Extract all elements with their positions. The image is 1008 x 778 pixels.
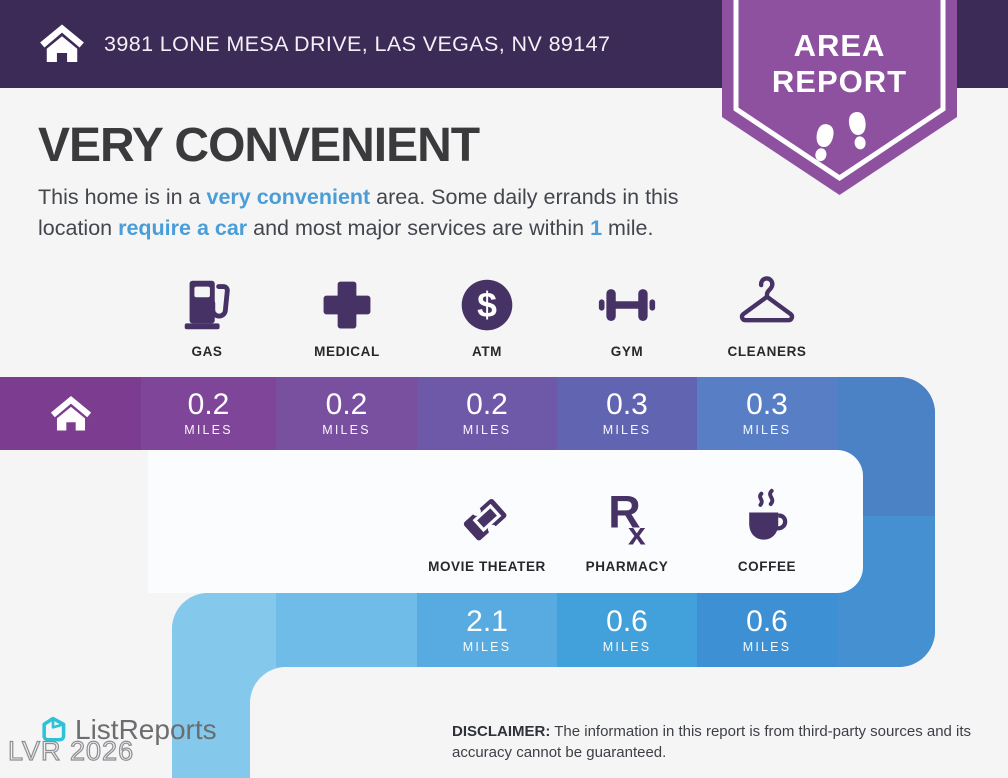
listreports-logo-icon: [42, 716, 66, 742]
amenity-label: GYM: [610, 344, 644, 359]
hanger-icon: [735, 269, 799, 335]
property-address: 3981 LONE MESA DRIVE, LAS VEGAS, NV 8914…: [104, 32, 611, 56]
gas-pump-icon: [176, 269, 238, 335]
amenity-pharmacy: R x PHARMACY: [557, 484, 697, 574]
coffee-cup-icon: [737, 484, 797, 550]
bar-turn-cell: [172, 593, 276, 667]
amenity-gas: GAS: [137, 269, 277, 359]
home-cell: [0, 377, 141, 450]
distance-cell: 0.2 MILES: [417, 377, 557, 450]
highlight-require-a-car: require a car: [118, 216, 248, 240]
distance-cell: 0.3 MILES: [697, 377, 837, 450]
ticket-icon: [455, 484, 519, 550]
amenity-label: COFFEE: [737, 559, 797, 574]
highlight-one: 1: [590, 216, 603, 240]
amenity-movie-theater: MOVIE THEATER: [417, 484, 557, 574]
distance-cell: 0.2 MILES: [141, 377, 276, 450]
amenity-label: ATM: [471, 344, 503, 359]
dollar-sign-icon: $: [457, 269, 517, 335]
listreports-logo: ListReports: [38, 712, 217, 748]
amenity-label: MOVIE THEATER: [428, 559, 546, 574]
description-line-2: location require a car and most major se…: [38, 216, 654, 240]
svg-text:x: x: [628, 515, 646, 550]
highlight-very-convenient: very convenient: [206, 185, 371, 209]
amenity-label: PHARMACY: [585, 559, 669, 574]
rx-icon: R x: [597, 484, 657, 550]
distance-cell: 0.6 MILES: [557, 593, 697, 667]
amenity-cleaners: CLEANERS: [697, 269, 837, 359]
amenity-medical: MEDICAL: [277, 269, 417, 359]
amenity-label: MEDICAL: [314, 344, 380, 359]
distance-cell: 2.1 MILES: [417, 593, 557, 667]
amenity-icons-row1: GAS MEDICAL $ ATM: [137, 269, 837, 359]
watermark: LVR 2026: [7, 735, 135, 766]
snake-inner-corner: [250, 667, 286, 703]
home-icon: [40, 24, 84, 62]
page-title: VERY CONVENIENT: [38, 119, 480, 172]
amenity-gym: GYM: [557, 269, 697, 359]
distance-bar-row1: 0.2 MILES 0.2 MILES 0.2 MILES 0.3 MILES 0.3 M…: [0, 377, 935, 450]
distance-cell: 0.3 MILES: [557, 377, 697, 450]
amenity-label: GAS: [191, 344, 223, 359]
badge-line2: REPORT: [772, 64, 907, 99]
bar-turn-cell: [837, 593, 935, 667]
amenity-icons-row2-card: MOVIE THEATER R x PHARMACY COFFEE: [148, 450, 863, 593]
description: This home is in a very convenient area. …: [38, 182, 679, 244]
amenity-coffee: COFFEE: [697, 484, 837, 574]
footprints-icon: [815, 112, 866, 162]
bar-turn-cell: [837, 377, 935, 450]
dumbbell-icon: [594, 269, 660, 335]
svg-text:R: R: [608, 486, 641, 537]
empty-cell: [276, 593, 417, 667]
home-icon: [50, 395, 91, 431]
medical-cross-icon: [317, 269, 377, 335]
description-line-1: This home is in a very convenient area. …: [38, 185, 679, 209]
badge-line1: AREA: [794, 28, 886, 63]
distance-bar-row2: 2.1 MILES 0.6 MILES 0.6 MILES: [172, 593, 935, 667]
disclaimer: DISCLAIMER: The information in this repo…: [452, 723, 972, 761]
disclaimer-label: DISCLAIMER:: [452, 723, 551, 740]
area-report-badge: AREA REPORT: [722, 0, 957, 195]
amenity-label: CLEANERS: [727, 344, 807, 359]
distance-cell: 0.6 MILES: [697, 593, 837, 667]
svg-text:$: $: [477, 285, 497, 325]
distance-cell: 0.2 MILES: [276, 377, 417, 450]
amenity-atm: $ ATM: [417, 269, 557, 359]
listreports-logo-text: ListReports: [75, 714, 217, 745]
